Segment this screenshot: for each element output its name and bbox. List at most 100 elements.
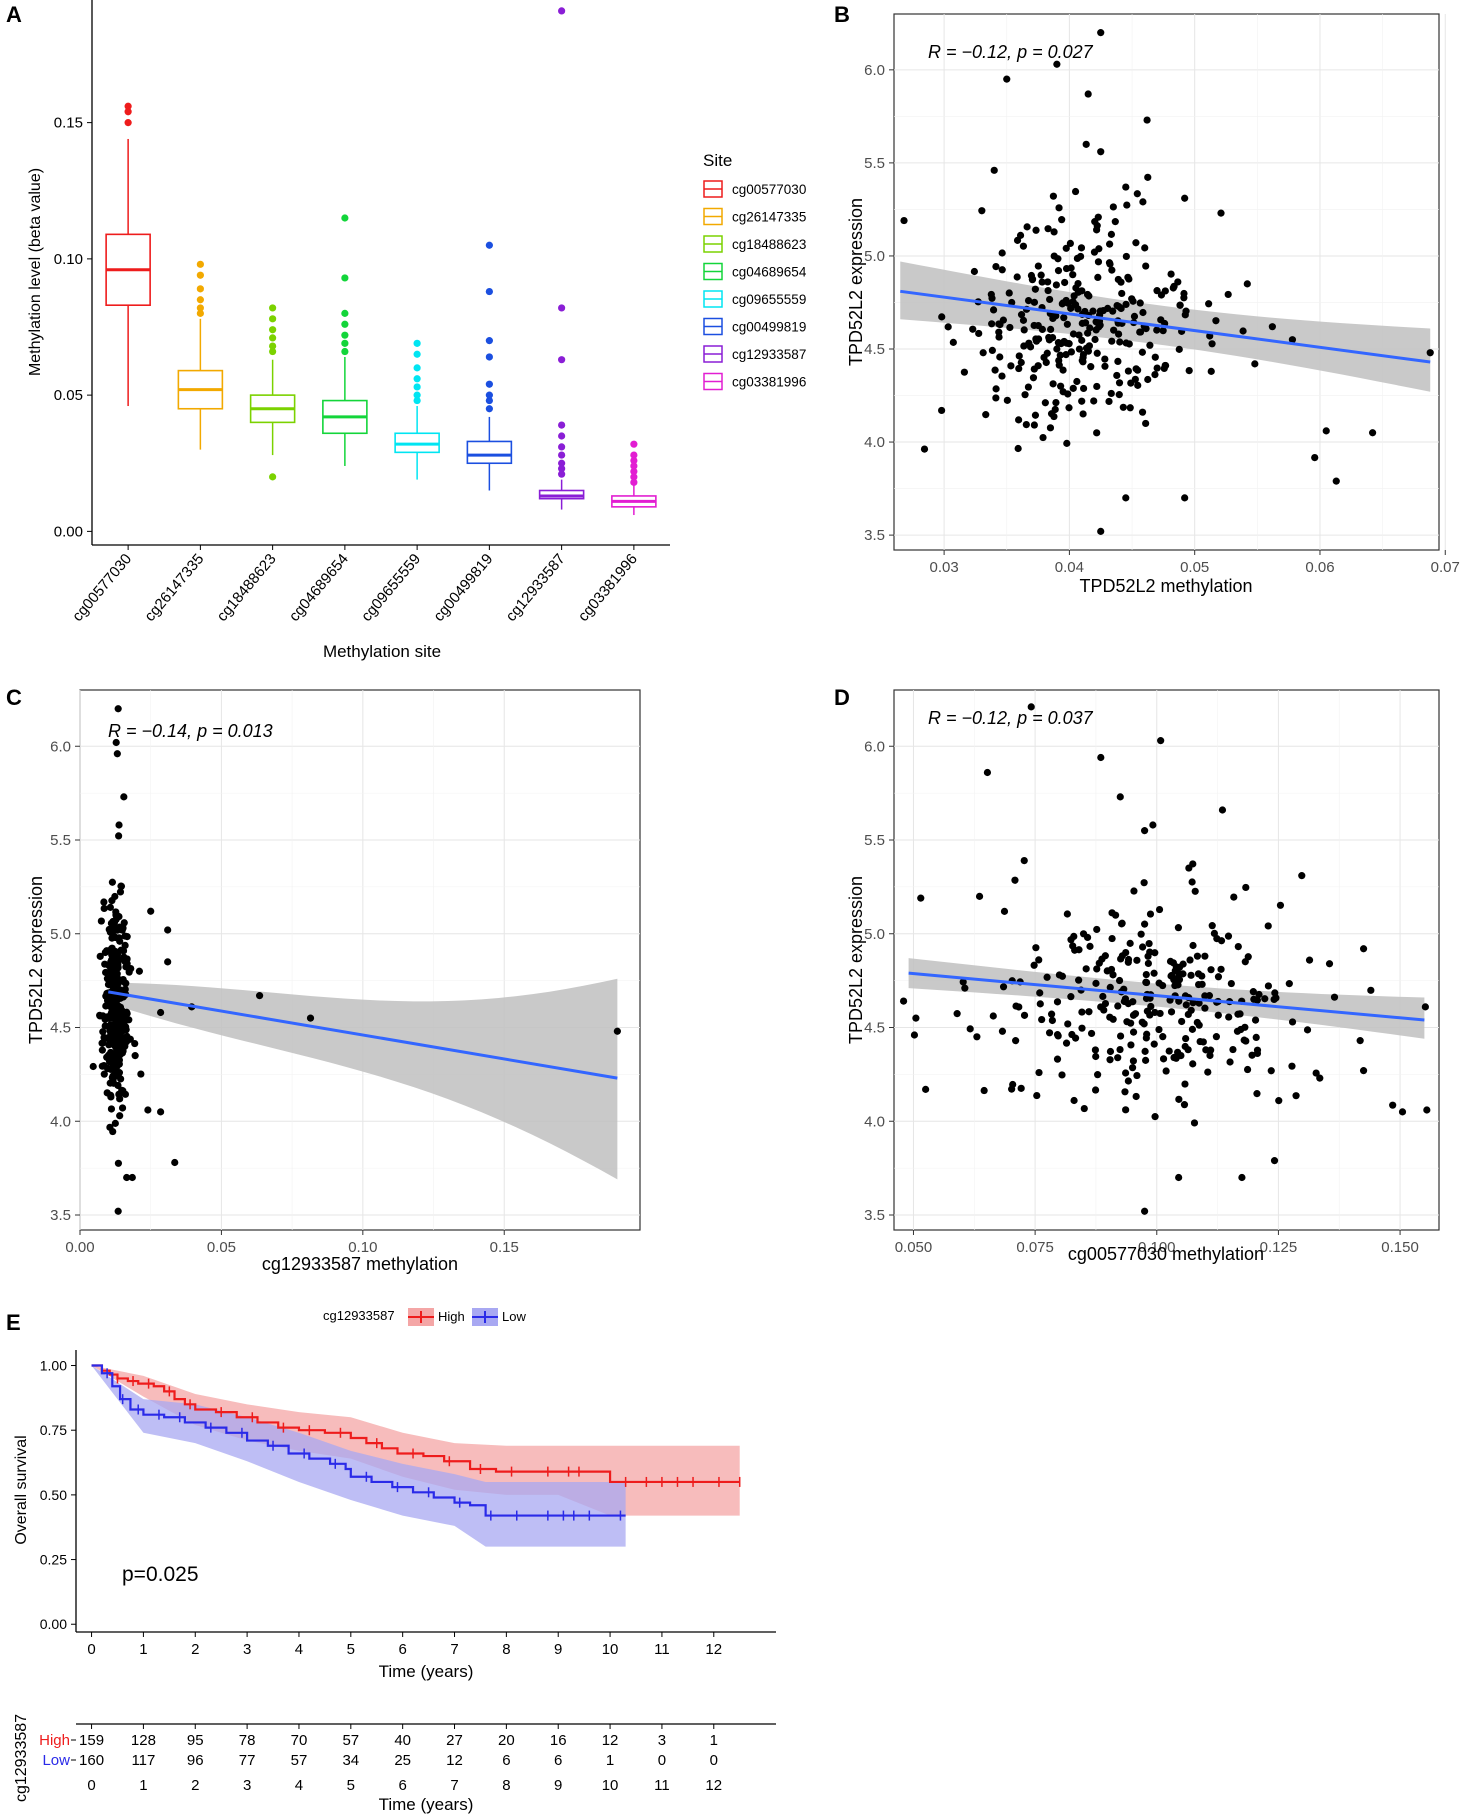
data-point xyxy=(1023,223,1031,231)
data-point xyxy=(1108,266,1116,274)
data-point xyxy=(1285,980,1293,988)
data-point xyxy=(999,316,1007,324)
data-point xyxy=(1114,1054,1122,1062)
x-tick-label: 0.03 xyxy=(930,559,959,576)
data-point xyxy=(1139,198,1147,206)
data-point xyxy=(1275,1097,1283,1105)
data-point xyxy=(1134,381,1142,389)
data-point xyxy=(1238,1173,1246,1182)
data-point xyxy=(1261,995,1269,1003)
data-point xyxy=(1359,945,1368,953)
outlier-point xyxy=(558,465,566,473)
data-point xyxy=(1201,1004,1209,1012)
risk-x-tick-label: 10 xyxy=(602,1777,619,1794)
data-point xyxy=(1062,1039,1071,1047)
data-point xyxy=(1044,286,1052,295)
data-point xyxy=(1069,271,1077,279)
outlier-point xyxy=(413,383,421,391)
data-point xyxy=(1322,427,1330,435)
data-point xyxy=(1097,148,1105,156)
x-tick-label: 0.125 xyxy=(1260,1239,1298,1256)
data-point xyxy=(1126,939,1134,947)
data-point xyxy=(973,1033,981,1041)
survival-curve-low xyxy=(91,1364,626,1517)
data-point xyxy=(1132,239,1140,247)
xlabel-e: Time (years) xyxy=(379,1662,474,1681)
xlabel-b: TPD52L2 methylation xyxy=(1079,576,1252,596)
legend-high-label: High xyxy=(438,1309,465,1324)
outlier-point xyxy=(341,274,349,282)
data-point xyxy=(1045,333,1053,342)
data-point xyxy=(1226,1058,1234,1066)
data-point xyxy=(1107,389,1115,398)
x-tick-label: 0.07 xyxy=(1431,559,1460,576)
data-point xyxy=(1138,943,1147,951)
annotation-c-p: p = 0.013 xyxy=(196,721,273,741)
data-point xyxy=(1086,324,1094,332)
data-point xyxy=(1137,930,1145,938)
data-point xyxy=(1067,936,1075,944)
outlier-point xyxy=(630,478,638,486)
data-point xyxy=(1251,1016,1260,1024)
risk-x-tick-label: 0 xyxy=(87,1777,95,1794)
data-point xyxy=(108,944,116,952)
ylabel-c: TPD52L2 expression xyxy=(26,876,46,1044)
data-point xyxy=(135,967,143,975)
data-point xyxy=(1122,494,1130,502)
data-point xyxy=(1195,999,1203,1007)
legend-label-cg03381996: cg03381996 xyxy=(732,375,806,390)
data-point xyxy=(989,306,998,314)
data-point xyxy=(1129,1057,1138,1065)
x-tick-label: 0.050 xyxy=(895,1239,933,1256)
x-tick-label-a: cg00499819 xyxy=(430,551,496,625)
data-point xyxy=(1253,996,1261,1004)
outlier-point xyxy=(485,391,493,399)
risk-count: 160 xyxy=(79,1752,104,1769)
risk-x-tick-label: 1 xyxy=(139,1777,147,1794)
panel-label-d: D xyxy=(834,685,850,710)
ci-band-high xyxy=(91,1365,740,1516)
data-point xyxy=(1113,371,1121,380)
data-point xyxy=(1142,419,1150,428)
legend-title-a: Site xyxy=(703,151,732,170)
data-point xyxy=(1174,924,1183,932)
data-point xyxy=(164,926,172,934)
data-point xyxy=(1201,952,1209,960)
data-point xyxy=(1111,218,1119,226)
legend-label-cg18488623: cg18488623 xyxy=(732,237,806,252)
data-point xyxy=(1060,314,1068,322)
data-point xyxy=(100,904,108,913)
data-point xyxy=(1208,922,1216,930)
data-point xyxy=(1133,190,1141,198)
risk-count: 34 xyxy=(342,1752,359,1769)
data-point xyxy=(1063,320,1071,328)
data-point xyxy=(1233,1027,1242,1035)
data-point xyxy=(101,1015,109,1023)
data-point xyxy=(970,267,978,276)
data-point xyxy=(1157,316,1165,324)
data-point xyxy=(1003,396,1011,404)
legend-title-e: cg12933587 xyxy=(323,1308,395,1323)
data-point xyxy=(1153,364,1161,372)
data-point xyxy=(1093,965,1101,973)
x-tick-label-a: cg04689654 xyxy=(286,551,352,625)
data-point xyxy=(1116,1045,1124,1054)
data-point xyxy=(1128,1064,1137,1072)
data-point xyxy=(1067,993,1075,1001)
ylabel-b: TPD52L2 expression xyxy=(846,198,866,366)
data-point xyxy=(1078,1024,1086,1032)
data-point xyxy=(123,1008,131,1016)
data-point xyxy=(1398,1108,1407,1116)
data-point xyxy=(1181,494,1189,502)
data-point xyxy=(1264,922,1272,930)
data-point xyxy=(988,346,996,354)
regression-line xyxy=(900,289,1431,364)
outlier-point xyxy=(413,364,421,372)
data-point xyxy=(1027,271,1036,280)
data-point xyxy=(1150,969,1158,977)
data-point xyxy=(119,977,127,986)
data-point xyxy=(1133,956,1141,964)
data-point xyxy=(1015,364,1023,373)
x-tick-label: 0.05 xyxy=(207,1239,236,1256)
data-point xyxy=(1013,273,1021,281)
